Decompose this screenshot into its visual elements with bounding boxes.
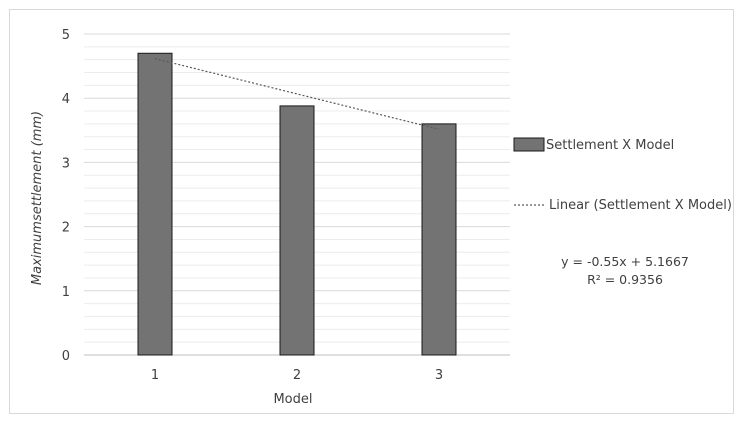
y-tick-label: 5 xyxy=(62,28,70,43)
bar-model-1 xyxy=(137,52,173,356)
legend: Settlement X Model Linear (Settlement X … xyxy=(513,137,732,213)
x-tick-label: 2 xyxy=(293,368,301,383)
bar-model-3 xyxy=(421,123,457,356)
x-axis-title: Model xyxy=(273,392,312,407)
y-axis-title: Maximumsettlement (mm) xyxy=(30,111,45,285)
x-tick-label: 3 xyxy=(435,368,443,383)
legend-bar-swatch xyxy=(513,137,545,152)
legend-bar-label: Settlement X Model xyxy=(546,138,674,153)
trend-layer xyxy=(154,58,440,130)
y-tick-label: 3 xyxy=(62,156,70,171)
y-tick-label: 1 xyxy=(62,285,70,300)
bars-layer xyxy=(137,52,457,356)
x-tick-labels: 1 2 3 xyxy=(151,368,443,383)
y-tick-label: 4 xyxy=(62,92,70,107)
chart-frame xyxy=(9,9,734,414)
y-tick-label: 2 xyxy=(62,221,70,236)
legend-trendline-label: Linear (Settlement X Model) xyxy=(549,198,732,213)
y-tick-label: 0 xyxy=(62,349,70,364)
trendline-equation: y = -0.55x + 5.1667 xyxy=(561,254,689,269)
bar-model-2 xyxy=(279,105,315,356)
linear-trendline xyxy=(154,58,440,130)
x-tick-label: 1 xyxy=(151,368,159,383)
y-tick-labels: 0 1 2 3 4 5 xyxy=(62,28,70,364)
trendline-r-squared: R² = 0.9356 xyxy=(587,272,663,287)
